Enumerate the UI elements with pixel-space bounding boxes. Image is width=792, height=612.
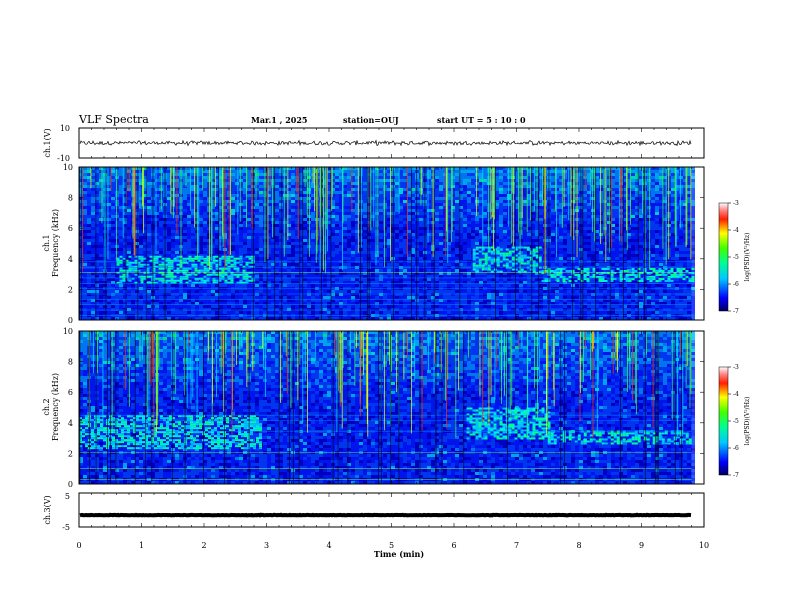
ch1-spec-tick-marks: [78, 167, 705, 320]
date-label: Mar.1 , 2025: [251, 115, 308, 125]
ch2-freq-ticks: 0 2 4 6 8 10: [63, 327, 704, 489]
colorbar-tick-label: -4: [733, 391, 739, 398]
time-tick-label: 9: [639, 541, 644, 550]
colorbar-tick-label: -3: [733, 200, 739, 207]
time-tick-label: 2: [201, 541, 206, 550]
time-axis-label: Time (min): [374, 549, 424, 559]
time-tick-label: 5: [389, 541, 394, 550]
freq-tick-label: 10: [63, 163, 73, 172]
freq-tick-label: 10: [63, 327, 73, 336]
ch3-ytick-top: 5: [65, 492, 70, 501]
freq-tick-label: 4: [68, 255, 73, 264]
ch1-ytick-top: 10: [60, 124, 70, 133]
freq-tick-label: 0: [68, 316, 73, 325]
ch2-freq-label: Frequency (kHz): [51, 373, 60, 441]
start-time-label: start UT = 5 : 10 : 0: [437, 115, 526, 125]
freq-tick-label: 8: [68, 194, 73, 203]
time-tick-label: 1: [139, 541, 144, 550]
ch1-colorbar-label: log(PSD)(V²/Hz): [744, 233, 751, 282]
ch1-freq-ticks: 0 2 4 6 8 10: [63, 163, 704, 325]
colorbar-tick-label: -6: [733, 281, 739, 288]
ch3-waveform-frame: [78, 492, 705, 528]
colorbar-tick-label: -5: [733, 418, 739, 425]
ch1-spectrogram-image: [79, 167, 695, 320]
ch3-waveform-panel: ch.3(V) 5 -5: [43, 492, 705, 532]
time-tick-label: 7: [514, 541, 519, 550]
freq-tick-label: 4: [68, 419, 73, 428]
ch2-spectrogram-image: [79, 331, 695, 484]
freq-tick-label: 6: [68, 388, 73, 397]
ch3-ytick-bottom: -5: [62, 523, 70, 532]
ch1-waveform-panel: ch.1(V) 10 -10: [43, 124, 705, 163]
ch1-ytick-bottom: -10: [57, 154, 70, 163]
time-tick-label: 6: [451, 541, 456, 550]
ch1-colorbar-ticks: -3 -4 -5 -6 -7: [728, 200, 739, 315]
colorbar-tick-label: -4: [733, 227, 739, 234]
colorbar-tick-label: -3: [733, 364, 739, 371]
freq-tick-label: 6: [68, 224, 73, 233]
ch2-colorbar-ticks: -3 -4 -5 -6 -7: [728, 364, 739, 479]
time-tick-label: 10: [699, 541, 709, 550]
station-label: station=OUJ: [343, 115, 399, 125]
ch1-channel-label: ch.1: [42, 234, 51, 251]
freq-tick-label: 2: [68, 449, 73, 458]
colorbar-tick-label: -6: [733, 445, 739, 452]
freq-tick-label: 8: [68, 358, 73, 367]
ch1-ylabel: ch.1(V): [43, 128, 52, 157]
ch3-waveform-line: [79, 512, 692, 518]
ch3-ylabel: ch.3(V): [43, 495, 52, 524]
time-tick-label: 0: [76, 541, 81, 550]
ch2-channel-label: ch.2: [42, 398, 51, 415]
ch1-freq-label: Frequency (kHz): [51, 209, 60, 277]
freq-tick-label: 2: [68, 285, 73, 294]
colorbar-tick-label: -5: [733, 254, 739, 261]
ch3-tick-marks: [78, 493, 705, 527]
freq-tick-label: 0: [68, 480, 73, 489]
ch1-colorbar: [718, 202, 729, 312]
ch2-spec-tick-marks: [78, 331, 705, 484]
figure-title: VLF Spectra: [78, 113, 149, 126]
time-tick-label: 8: [576, 541, 581, 550]
ch1-tick-marks: [78, 128, 705, 158]
ch2-colorbar: [718, 366, 729, 476]
colorbar-tick-label: -7: [733, 308, 739, 315]
time-tick-label: 3: [264, 541, 269, 550]
ch1-waveform-line: [79, 139, 692, 147]
colorbar-tick-label: -7: [733, 472, 739, 479]
time-axis-ticks: 0 1 2 3 4 5 6 7 8 9 10: [76, 541, 709, 550]
time-tick-label: 4: [326, 541, 331, 550]
ch2-colorbar-label: log(PSD)(V²/Hz): [744, 397, 751, 446]
